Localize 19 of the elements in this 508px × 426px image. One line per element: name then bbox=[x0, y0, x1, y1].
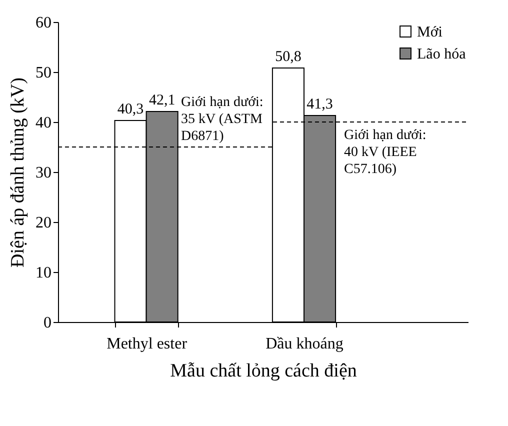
y-tick-label: 40 bbox=[36, 114, 52, 132]
text: 42,1 bbox=[148, 92, 176, 108]
legend-label: Mới bbox=[417, 24, 442, 40]
ref-line-label: Giới hạn dưới: 35 kV (ASTM D6871) bbox=[181, 95, 264, 144]
y-tick-label: 0 bbox=[44, 314, 52, 332]
text: 40,3 bbox=[117, 102, 144, 118]
y-tick-label: 20 bbox=[36, 214, 52, 232]
x-tick-label: Methyl ester bbox=[106, 336, 188, 352]
y-tick-label: 30 bbox=[36, 164, 52, 182]
y-axis-title: Điện áp đánh thủng (kV) bbox=[8, 78, 28, 268]
y-tick-label: 10 bbox=[36, 264, 52, 282]
x-tick-label: Dầu khoáng bbox=[266, 336, 344, 352]
text: 41,3 bbox=[306, 96, 333, 112]
legend-label: Lão hóa bbox=[417, 46, 466, 62]
ref-line-label: Giới hạn dưới: 40 kV (IEEE C57.106) bbox=[344, 128, 426, 177]
y-tick-label: 60 bbox=[36, 14, 52, 32]
x-axis-title: Mẫu chất lỏng cách điện bbox=[170, 360, 358, 382]
y-tick-label: 50 bbox=[36, 64, 52, 82]
text: 50,8 bbox=[275, 49, 302, 65]
